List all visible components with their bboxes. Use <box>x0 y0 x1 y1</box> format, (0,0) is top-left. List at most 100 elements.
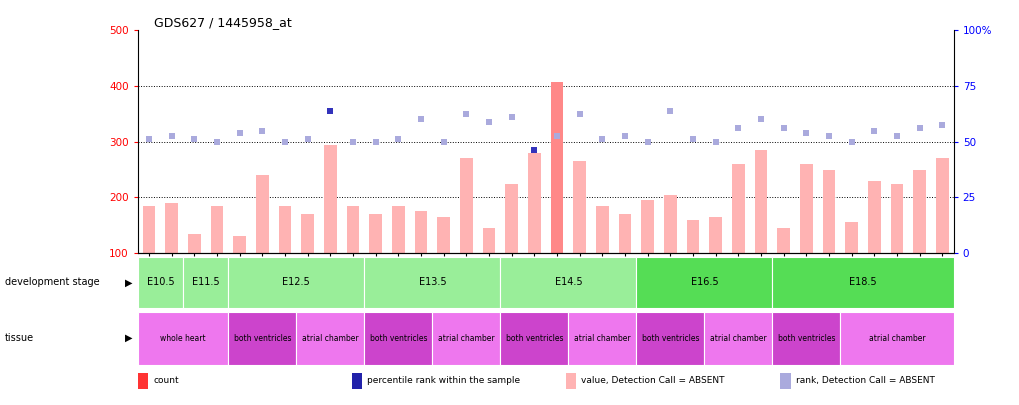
Bar <box>505 183 518 253</box>
Point <box>231 130 248 136</box>
Point <box>661 108 678 114</box>
Text: E10.5: E10.5 <box>147 277 174 288</box>
Point <box>435 139 451 145</box>
Text: E11.5: E11.5 <box>192 277 219 288</box>
Bar <box>391 206 405 253</box>
Text: E12.5: E12.5 <box>282 277 310 288</box>
Text: atrial chamber: atrial chamber <box>709 334 766 343</box>
Bar <box>686 220 699 253</box>
Text: both ventricles: both ventricles <box>505 334 562 343</box>
Bar <box>346 206 359 253</box>
Point <box>209 139 225 145</box>
Text: E14.5: E14.5 <box>554 277 582 288</box>
Text: E18.5: E18.5 <box>849 277 876 288</box>
Point <box>276 139 292 145</box>
Text: atrial chamber: atrial chamber <box>302 334 359 343</box>
Bar <box>297 312 364 364</box>
Bar <box>754 150 766 253</box>
Bar <box>822 170 835 253</box>
Bar <box>619 214 631 253</box>
Bar <box>228 257 364 308</box>
Bar <box>867 181 879 253</box>
Bar <box>732 164 744 253</box>
Point <box>367 139 383 145</box>
Point <box>911 125 927 131</box>
Bar <box>143 206 155 253</box>
Bar <box>935 158 948 253</box>
Point <box>594 136 610 142</box>
Point <box>390 136 407 142</box>
Text: ▶: ▶ <box>125 277 132 288</box>
Text: E16.5: E16.5 <box>690 277 717 288</box>
Point <box>798 130 814 136</box>
Bar <box>500 312 568 364</box>
Bar <box>302 214 314 253</box>
Bar <box>704 312 771 364</box>
Point <box>254 127 270 134</box>
Bar <box>187 234 201 253</box>
Text: atrial chamber: atrial chamber <box>574 334 630 343</box>
Text: E13.5: E13.5 <box>418 277 445 288</box>
Point <box>322 108 338 114</box>
Bar <box>182 257 228 308</box>
Bar <box>709 217 721 253</box>
Point <box>526 147 542 153</box>
Point <box>141 136 157 142</box>
Text: whole heart: whole heart <box>160 334 206 343</box>
Text: both ventricles: both ventricles <box>641 334 698 343</box>
Text: atrial chamber: atrial chamber <box>437 334 494 343</box>
Text: ▶: ▶ <box>125 333 132 343</box>
Point <box>843 139 859 145</box>
Bar <box>432 312 500 364</box>
Text: GDS627 / 1445958_at: GDS627 / 1445958_at <box>154 16 291 29</box>
Point <box>616 133 633 139</box>
Bar <box>641 200 653 253</box>
Bar <box>369 214 381 253</box>
Point <box>707 139 723 145</box>
Point <box>300 136 316 142</box>
Bar <box>211 206 223 253</box>
Bar <box>165 203 177 253</box>
Bar <box>636 312 704 364</box>
Bar <box>500 257 636 308</box>
Text: tissue: tissue <box>5 333 35 343</box>
Point <box>730 125 746 131</box>
Text: value, Detection Call = ABSENT: value, Detection Call = ABSENT <box>581 376 725 385</box>
Point <box>503 113 520 120</box>
Point <box>344 139 361 145</box>
Bar <box>776 228 789 253</box>
Point <box>865 127 881 134</box>
Bar <box>771 257 953 308</box>
Bar <box>482 228 495 253</box>
Bar <box>415 211 427 253</box>
Bar <box>913 170 925 253</box>
Bar <box>845 222 857 253</box>
Text: both ventricles: both ventricles <box>776 334 835 343</box>
Bar <box>573 161 585 253</box>
Point <box>774 125 791 131</box>
Bar <box>138 312 228 364</box>
Bar <box>460 158 472 253</box>
Point <box>548 133 565 139</box>
Bar <box>840 312 953 364</box>
Bar <box>890 183 903 253</box>
Bar <box>324 145 336 253</box>
Text: percentile rank within the sample: percentile rank within the sample <box>367 376 520 385</box>
Text: both ventricles: both ventricles <box>369 334 427 343</box>
Point <box>752 116 768 123</box>
Bar <box>256 175 268 253</box>
Bar <box>364 257 500 308</box>
Text: rank, Detection Call = ABSENT: rank, Detection Call = ABSENT <box>795 376 933 385</box>
Bar <box>595 206 608 253</box>
Point <box>480 119 496 126</box>
Point <box>888 133 904 139</box>
Point <box>684 136 700 142</box>
Bar <box>437 217 449 253</box>
Bar <box>771 312 840 364</box>
Point <box>639 139 655 145</box>
Bar <box>138 257 182 308</box>
Bar <box>568 312 636 364</box>
Point <box>163 133 179 139</box>
Bar <box>364 312 432 364</box>
Text: atrial chamber: atrial chamber <box>868 334 924 343</box>
